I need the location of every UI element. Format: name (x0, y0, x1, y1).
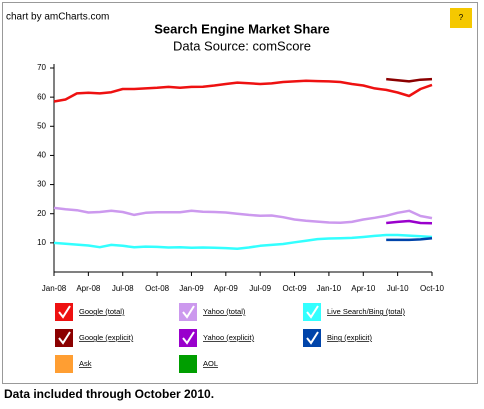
credit: chart by amCharts.com (6, 12, 109, 23)
x-tick-label: Apr-10 (351, 284, 376, 293)
legend-check[interactable] (306, 331, 319, 345)
y-tick-label: 30 (37, 180, 46, 189)
legend-swatch[interactable] (303, 303, 321, 321)
legend-check[interactable] (306, 305, 319, 319)
y-tick-label: 10 (37, 238, 46, 247)
series-line (386, 219, 433, 225)
y-tick-label: 50 (37, 121, 46, 130)
legend-label[interactable]: Ask (79, 359, 92, 368)
legend-swatch[interactable] (55, 329, 73, 347)
series-line (53, 233, 433, 250)
series-line (53, 206, 433, 224)
chart-title: Search Engine Market Share (154, 21, 330, 36)
legend-check[interactable] (58, 331, 71, 345)
legend-swatch[interactable] (55, 303, 73, 321)
x-tick-label: Apr-09 (214, 284, 239, 293)
legend-label[interactable]: Google (total) (79, 307, 125, 316)
legend-label[interactable]: Yahoo (total) (203, 307, 246, 316)
legend-label[interactable]: Bing (explicit) (327, 333, 373, 342)
x-tick-label: Jul-09 (249, 284, 271, 293)
legend-check[interactable] (58, 305, 71, 319)
help-button[interactable] (450, 8, 472, 28)
legend-label[interactable]: Google (explicit) (79, 333, 134, 342)
legend-swatch[interactable] (179, 355, 197, 373)
series-line (53, 79, 433, 103)
help-label[interactable]: ? (459, 13, 464, 22)
legend-label[interactable]: Yahoo (explicit) (203, 333, 255, 342)
y-tick-label: 70 (37, 63, 46, 72)
chart-subtitle: Data Source: comScore (173, 38, 311, 53)
legend-swatch[interactable] (55, 355, 73, 373)
x-tick-label: Apr-08 (76, 284, 101, 293)
x-tick-label: Oct-08 (145, 284, 170, 293)
x-tick-label: Jan-09 (179, 284, 204, 293)
x-tick-label: Oct-09 (283, 284, 308, 293)
x-tick-label: Jan-10 (317, 284, 342, 293)
series-line (386, 77, 433, 83)
legend-label[interactable]: Live Search/Bing (total) (327, 307, 405, 316)
x-tick-label: Jul-08 (112, 284, 134, 293)
panel (2, 2, 478, 384)
x-tick-label: Jan-08 (42, 284, 67, 293)
x-tick-label: Jul-10 (387, 284, 409, 293)
y-tick-label: 20 (37, 209, 46, 218)
y-tick-label: 40 (37, 151, 46, 160)
footer: Data included through October 2010. (4, 387, 214, 401)
series-line (386, 236, 433, 242)
legend-label[interactable]: AOL (203, 359, 218, 368)
x-tick-label: Oct-10 (420, 284, 445, 293)
legend-check[interactable] (182, 305, 195, 319)
legend-check[interactable] (182, 331, 195, 345)
legend-swatch[interactable] (303, 329, 321, 347)
legend-swatch[interactable] (179, 329, 197, 347)
y-tick-label: 60 (37, 92, 46, 101)
legend-swatch[interactable] (179, 303, 197, 321)
